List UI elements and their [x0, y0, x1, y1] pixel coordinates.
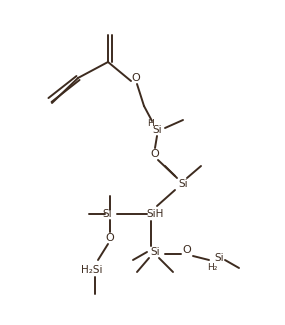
- Text: Si: Si: [102, 209, 112, 219]
- Text: H₂: H₂: [207, 263, 217, 271]
- Text: O: O: [183, 245, 191, 255]
- Text: O: O: [106, 233, 114, 243]
- Text: H: H: [146, 120, 153, 128]
- Text: H₂Si: H₂Si: [81, 265, 103, 275]
- Text: SiH: SiH: [146, 209, 164, 219]
- Text: O: O: [151, 149, 159, 159]
- Text: Si: Si: [214, 253, 224, 263]
- Text: Si: Si: [178, 179, 188, 189]
- Text: Si: Si: [150, 247, 160, 257]
- Text: O: O: [132, 73, 141, 83]
- Text: Si: Si: [152, 125, 162, 135]
